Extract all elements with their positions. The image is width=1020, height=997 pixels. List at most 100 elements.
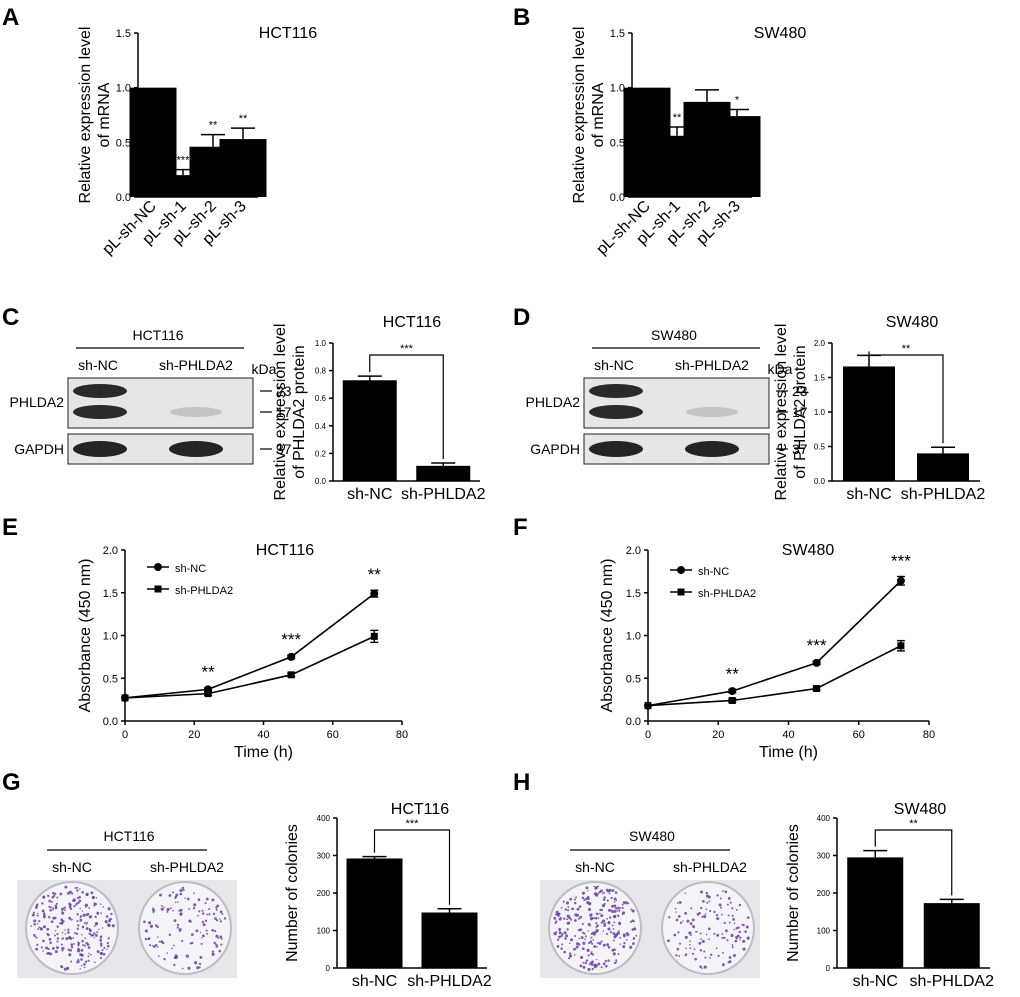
significance-label: ** bbox=[201, 663, 215, 682]
colony-dot bbox=[617, 921, 621, 925]
colony-dot bbox=[597, 962, 601, 966]
colony-dot bbox=[42, 895, 46, 899]
panel-letter-f: F bbox=[513, 514, 528, 541]
colony-dot bbox=[51, 946, 55, 950]
colony-dot bbox=[701, 967, 703, 970]
colony-dot bbox=[159, 893, 162, 897]
colony-dot bbox=[87, 955, 90, 958]
significance-bracket bbox=[874, 829, 953, 896]
colony-dot bbox=[156, 936, 159, 938]
colony-dot bbox=[49, 909, 52, 912]
colony-dot bbox=[191, 933, 194, 937]
colony-dot bbox=[613, 921, 616, 924]
bar-sh-phlda2 bbox=[416, 465, 471, 481]
colony-dot bbox=[720, 906, 723, 909]
colony-dot bbox=[735, 927, 738, 930]
y-tick-label: 1.0 bbox=[315, 339, 327, 348]
x-category-label: sh-PHLDA2 bbox=[910, 973, 995, 990]
colony-dot bbox=[619, 907, 622, 909]
colony-dot bbox=[627, 902, 630, 905]
colony-dot bbox=[731, 946, 734, 949]
colony-dot bbox=[728, 956, 732, 959]
colony-dot bbox=[56, 940, 59, 943]
colony-dot bbox=[82, 944, 85, 946]
colony-dot bbox=[144, 929, 148, 933]
colony-dot bbox=[558, 931, 562, 935]
y-tick-label: 0.4 bbox=[315, 422, 327, 431]
colony-dot bbox=[178, 930, 181, 933]
y-tick-label: 0.5 bbox=[103, 673, 118, 685]
colony-dot bbox=[563, 950, 566, 954]
colony-dot bbox=[215, 906, 218, 909]
colony-dot bbox=[594, 887, 597, 890]
colony-dot bbox=[54, 906, 58, 910]
plate-well bbox=[25, 881, 119, 975]
colony-dot bbox=[737, 926, 740, 929]
colony-dot bbox=[53, 916, 57, 920]
colony-dot bbox=[708, 938, 710, 941]
colony-dot bbox=[617, 914, 620, 917]
colony-dot bbox=[603, 924, 606, 928]
colony-dot bbox=[563, 917, 566, 920]
y-tick-label: 0.5 bbox=[610, 137, 625, 149]
colony-dot bbox=[744, 930, 747, 933]
colony-dot bbox=[724, 890, 728, 894]
colony-dot bbox=[592, 939, 595, 941]
colony-dot bbox=[85, 893, 88, 895]
colony-dot bbox=[33, 923, 37, 926]
colony-dot bbox=[587, 907, 592, 911]
colony-dot bbox=[67, 948, 70, 951]
colony-dot bbox=[742, 939, 746, 943]
colony-dot bbox=[188, 908, 191, 910]
colony-dot bbox=[693, 948, 696, 951]
colony-dot bbox=[582, 961, 585, 964]
y-tick-label: 1.5 bbox=[626, 588, 641, 600]
colony-dot bbox=[108, 918, 111, 921]
colony-dot bbox=[33, 934, 36, 938]
colony-dot bbox=[721, 890, 724, 893]
colony-dot bbox=[692, 925, 695, 928]
point-sh-phlda2 bbox=[644, 702, 652, 710]
colony-dot bbox=[106, 941, 109, 945]
colony-dot bbox=[87, 944, 89, 947]
colony-dot bbox=[587, 954, 590, 957]
colony-dot bbox=[86, 921, 89, 924]
colony-dot bbox=[204, 919, 208, 922]
colony-dot bbox=[614, 891, 618, 894]
colony-dot bbox=[70, 946, 74, 949]
colony-dot bbox=[179, 888, 183, 893]
colony-dot bbox=[64, 929, 66, 931]
colony-dot bbox=[713, 932, 716, 935]
colony-dot bbox=[73, 943, 76, 945]
marker-label: 37 bbox=[792, 441, 808, 457]
colony-dot bbox=[80, 915, 83, 918]
colony-dot bbox=[738, 903, 742, 907]
colony-dot bbox=[723, 936, 726, 939]
colony-dot bbox=[566, 914, 570, 918]
colony-dot bbox=[592, 932, 596, 936]
colony-dot bbox=[607, 908, 611, 912]
y-axis-title: Absorbance (450 nm) bbox=[599, 559, 616, 713]
colony-dot bbox=[52, 891, 55, 895]
colony-dot bbox=[93, 937, 95, 939]
colony-dot bbox=[61, 947, 65, 950]
colony-dot bbox=[172, 909, 174, 912]
colony-dot bbox=[67, 928, 70, 931]
colony-dot bbox=[729, 901, 732, 904]
colony-dot bbox=[603, 896, 606, 899]
colony-dot bbox=[35, 947, 39, 951]
colony-dot bbox=[742, 923, 745, 927]
y-tick-label: 2.0 bbox=[103, 545, 118, 557]
colony-dot bbox=[556, 945, 560, 948]
colony-dot bbox=[83, 944, 86, 947]
colony-dot bbox=[194, 961, 198, 965]
colony-dot bbox=[198, 962, 202, 966]
colony-dot bbox=[94, 933, 98, 937]
colony-dot bbox=[218, 949, 222, 953]
colony-dot bbox=[42, 915, 46, 919]
x-tick-label: 40 bbox=[257, 729, 269, 741]
colony-dot bbox=[77, 958, 80, 961]
legend-label: sh-NC bbox=[698, 566, 729, 578]
colony-dot bbox=[64, 933, 67, 935]
colony-dot bbox=[96, 950, 100, 954]
